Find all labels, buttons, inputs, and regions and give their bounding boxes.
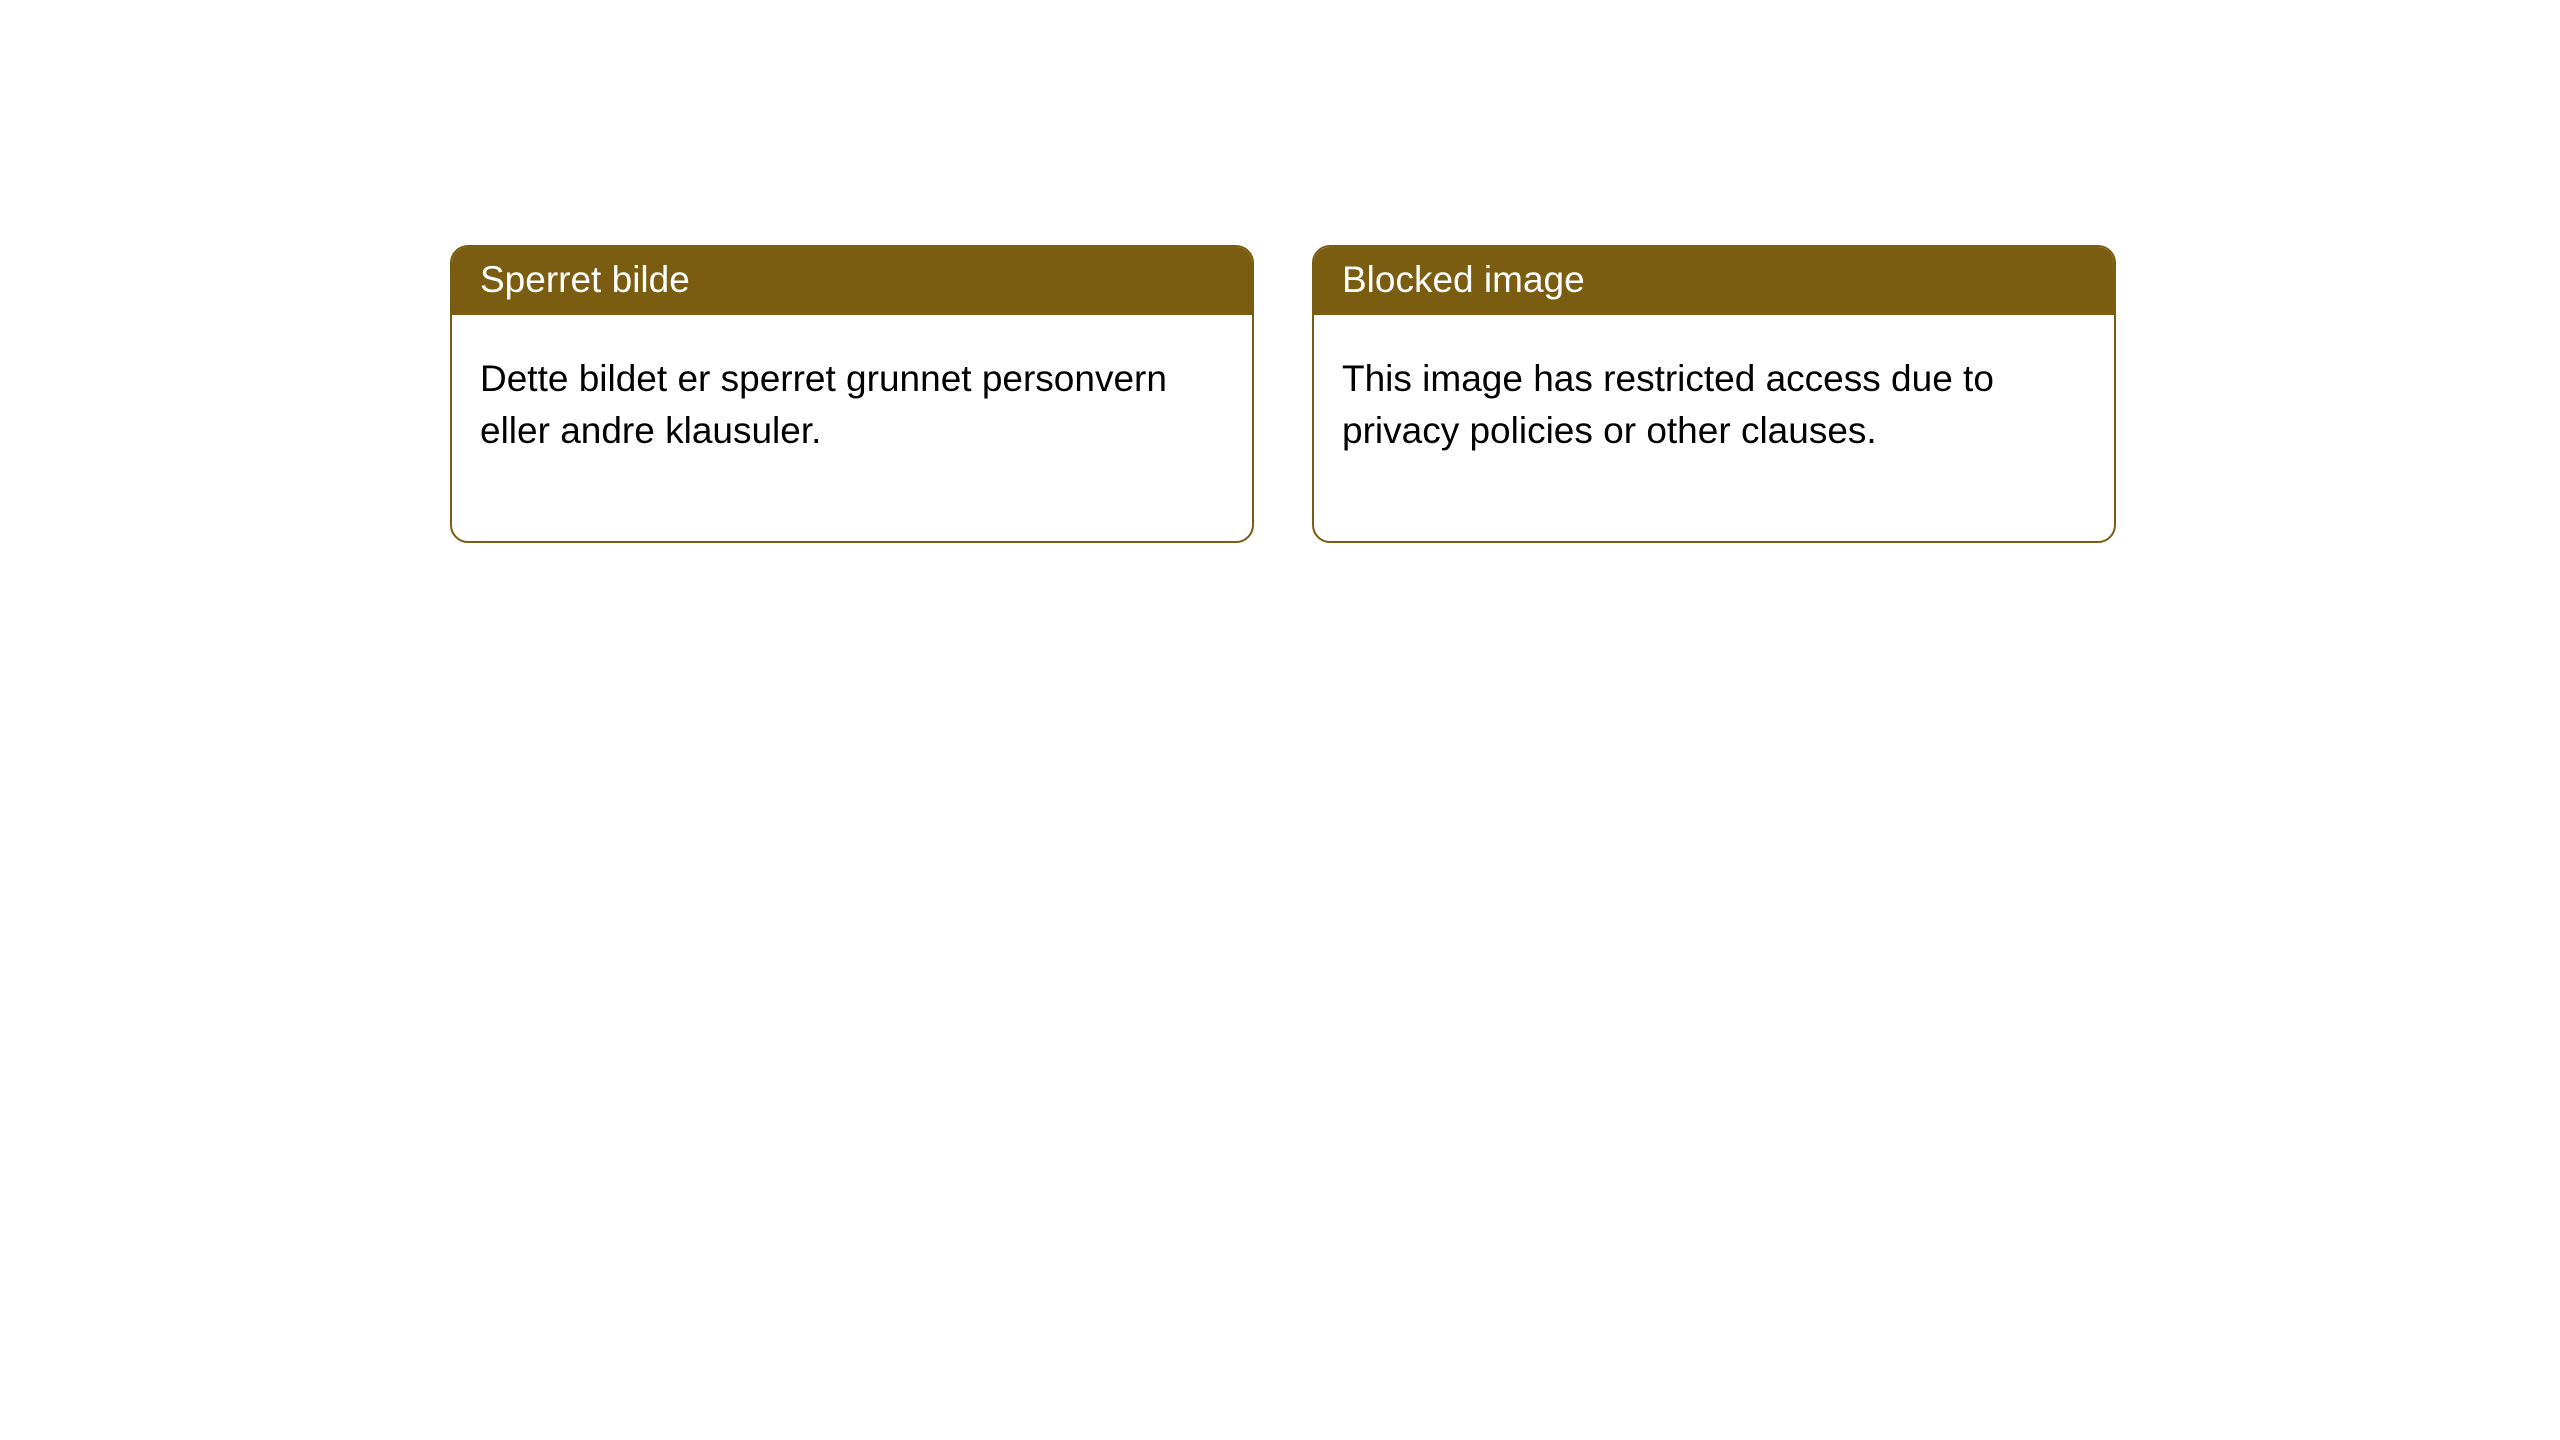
notice-body: Dette bildet er sperret grunnet personve… (452, 315, 1252, 541)
notice-container: Sperret bilde Dette bildet er sperret gr… (0, 0, 2560, 543)
notice-card-norwegian: Sperret bilde Dette bildet er sperret gr… (450, 245, 1254, 543)
notice-body: This image has restricted access due to … (1314, 315, 2114, 541)
notice-header: Sperret bilde (452, 247, 1252, 315)
notice-header: Blocked image (1314, 247, 2114, 315)
notice-card-english: Blocked image This image has restricted … (1312, 245, 2116, 543)
